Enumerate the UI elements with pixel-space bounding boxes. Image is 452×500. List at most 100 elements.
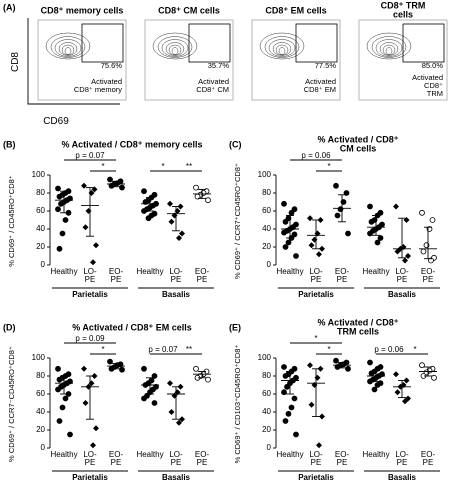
data-point <box>293 253 299 259</box>
data-point <box>168 409 175 415</box>
data-point <box>288 209 295 216</box>
data-point <box>62 395 69 402</box>
y-tick-label: 40 <box>262 223 271 233</box>
x-tick-label: Healthy <box>362 450 390 459</box>
panel-label: (E) <box>229 322 241 333</box>
y-tick-label: 0 <box>266 442 271 452</box>
y-tick-label: 20 <box>36 424 45 434</box>
significance-label: ** <box>185 344 193 354</box>
chart-title: % Activated / CD8⁺ memory cells <box>61 139 203 150</box>
contour <box>50 36 86 58</box>
y-tick-label: 80 <box>36 370 45 380</box>
contour <box>272 42 292 56</box>
data-point <box>431 374 437 381</box>
gate-percent: 85.0% <box>421 61 443 71</box>
x-tick-label: LO- PE <box>309 450 323 468</box>
significance-label: * <box>314 333 318 343</box>
group-label: Basalis <box>387 472 417 482</box>
x-tick-label: EO- PE <box>334 267 350 285</box>
data-point <box>151 373 158 379</box>
data-point <box>55 206 61 213</box>
plot-title: CD8⁺ memory cells <box>40 5 124 16</box>
data-point <box>56 245 63 252</box>
contour <box>278 47 286 55</box>
data-point <box>285 410 292 417</box>
data-point <box>55 386 61 393</box>
x-tick-label: EO- PE <box>108 267 124 285</box>
data-point <box>179 230 185 237</box>
data-point <box>402 398 408 405</box>
contour <box>385 47 393 55</box>
group-label: Basalis <box>161 472 191 482</box>
data-point <box>308 401 315 408</box>
data-point <box>367 378 373 385</box>
data-point <box>319 413 325 420</box>
group-label: Parietalis <box>72 289 108 299</box>
contour <box>157 36 193 58</box>
data-point <box>145 215 152 222</box>
data-point <box>393 371 399 378</box>
data-point <box>403 377 410 384</box>
x-tick-label: EO- PE <box>420 267 436 285</box>
contour <box>54 39 82 57</box>
data-point <box>367 359 373 366</box>
gate <box>402 23 445 63</box>
data-point <box>367 203 373 210</box>
gate-percent: 77.5% <box>314 61 336 71</box>
data-point <box>371 386 378 393</box>
data-point <box>308 242 315 249</box>
contour <box>264 36 300 58</box>
data-point <box>58 200 64 207</box>
x-tick-label: LO- PE <box>83 267 97 285</box>
data-point <box>345 230 351 237</box>
x-tick-label: EO- PE <box>194 450 210 468</box>
data-point <box>317 365 324 372</box>
data-point <box>343 190 350 196</box>
x-axis-label: CD69 <box>43 115 69 127</box>
data-point <box>56 418 63 424</box>
panel-label: (C) <box>229 139 242 150</box>
y-tick-label: 100 <box>257 352 271 362</box>
data-point <box>345 365 351 372</box>
y-tick-label: 60 <box>36 388 45 398</box>
x-tick-label: Healthy <box>362 267 390 276</box>
gate-label: Activated CD8⁺ TRM <box>412 73 443 98</box>
data-point <box>428 257 434 264</box>
data-point <box>293 431 299 438</box>
group-label: Basalis <box>161 289 191 299</box>
data-point <box>119 184 125 191</box>
data-point <box>193 365 199 372</box>
x-tick-label: EO- PE <box>108 450 124 468</box>
chart-title: % Activated / CD8⁺ CM cells <box>317 134 399 154</box>
y-axis-label: % CD69⁺ / CCR7⁺CD45RO⁺CD8⁺ <box>233 163 243 279</box>
axis-arrows <box>27 18 120 105</box>
data-point <box>56 376 63 383</box>
data-point <box>62 217 69 223</box>
data-point <box>374 239 381 246</box>
data-point <box>67 431 73 438</box>
data-point <box>405 253 411 259</box>
significance-label: * <box>327 161 331 171</box>
data-point <box>174 208 181 214</box>
data-point <box>307 362 313 369</box>
data-point <box>316 442 322 449</box>
significance-label: p = 0.07 <box>148 344 178 354</box>
y-tick-label: 40 <box>36 406 45 416</box>
x-tick-label: EO- PE <box>420 450 436 468</box>
data-point <box>142 199 149 205</box>
data-point <box>177 383 184 390</box>
data-point <box>167 380 173 387</box>
data-point <box>281 364 287 370</box>
y-tick-label: 80 <box>262 187 271 197</box>
data-point <box>176 235 182 241</box>
contour <box>268 39 296 57</box>
data-point <box>176 419 182 426</box>
y-tick-label: 100 <box>31 169 45 179</box>
y-tick-label: 40 <box>262 406 271 416</box>
y-axis-label: % CD69⁺ / CD103⁺CD45RO⁺CD8⁺ <box>233 344 243 464</box>
gate-label: Activated CD8⁺ memory <box>73 77 122 94</box>
data-point <box>282 373 289 379</box>
y-tick-label: 20 <box>36 241 45 251</box>
data-point <box>59 404 66 411</box>
